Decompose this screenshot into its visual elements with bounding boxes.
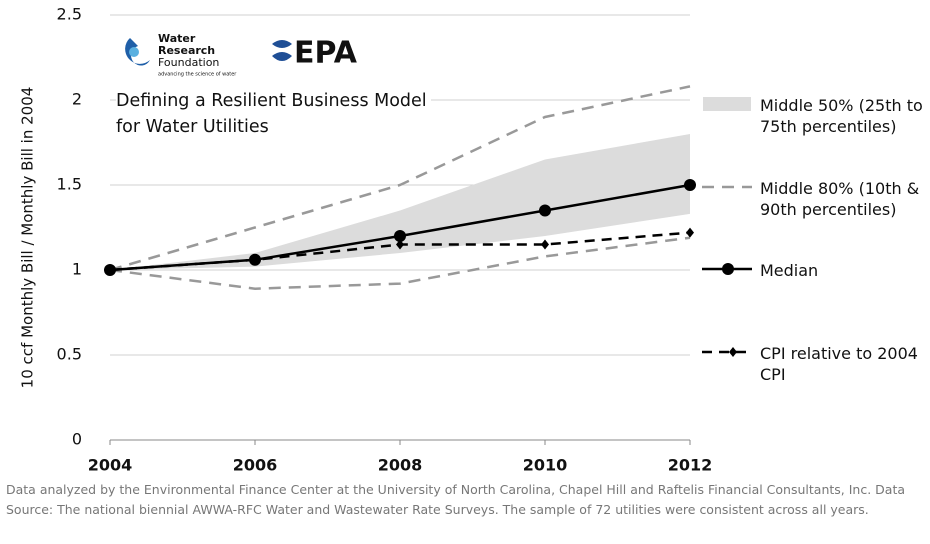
wrf-icon [125, 38, 150, 66]
legend-swatch [703, 97, 751, 111]
title-line: for Water Utilities [116, 117, 269, 137]
wrf-icon [129, 47, 139, 57]
legend-label: CPI relative to 2004 CPI [760, 344, 918, 384]
legend-label: Middle 80% (10th & 90th percentiles) [760, 179, 920, 219]
chart-title: Defining a Resilient Business Model for W… [116, 88, 431, 140]
wrf-logo: Water Research Foundation advancing the … [125, 32, 237, 78]
epa-icon [272, 40, 292, 61]
x-tick-label: 2010 [523, 456, 568, 475]
logo-text: EPA [294, 36, 358, 71]
logo-text: Foundation [158, 56, 219, 69]
data-point [686, 227, 694, 238]
epa-logo: EPA [272, 36, 358, 71]
y-tick-label: 0.5 [57, 345, 82, 364]
y-tick-label: 2 [72, 90, 82, 109]
y-tick-label: 1.5 [57, 175, 82, 194]
data-point [684, 179, 696, 191]
data-point [396, 239, 404, 250]
data-point [539, 204, 551, 217]
x-tick-label: 2012 [668, 456, 713, 475]
logo-text: Research [158, 44, 215, 57]
data-point [394, 230, 406, 242]
y-tick-label: 2.5 [57, 5, 82, 24]
footnote: Data analyzed by the Environmental Finan… [6, 482, 905, 517]
legend-marker [722, 263, 734, 275]
y-tick-label: 1 [72, 260, 82, 279]
data-point [106, 265, 114, 275]
y-axis-label: 10 ccf Monthly Bill / Monthly Bill in 20… [19, 87, 37, 389]
y-tick-label: 0 [72, 430, 82, 449]
logo-tagline: advancing the science of water [158, 72, 237, 78]
legend-marker [729, 347, 737, 357]
logo-text: Water [158, 32, 196, 45]
x-tick-label: 2008 [378, 456, 423, 475]
data-point [541, 239, 549, 250]
x-tick-label: 2004 [88, 456, 133, 475]
series-line [109, 85, 691, 272]
title-line: Defining a Resilient Business Model [116, 91, 427, 111]
series-line [109, 236, 691, 290]
data-point [251, 254, 259, 265]
legend-label: Middle 50% (25th to 75th percentiles) [760, 96, 923, 136]
legend-label: Median [760, 261, 819, 280]
band-area [110, 134, 690, 270]
x-tick-label: 2006 [233, 456, 278, 475]
